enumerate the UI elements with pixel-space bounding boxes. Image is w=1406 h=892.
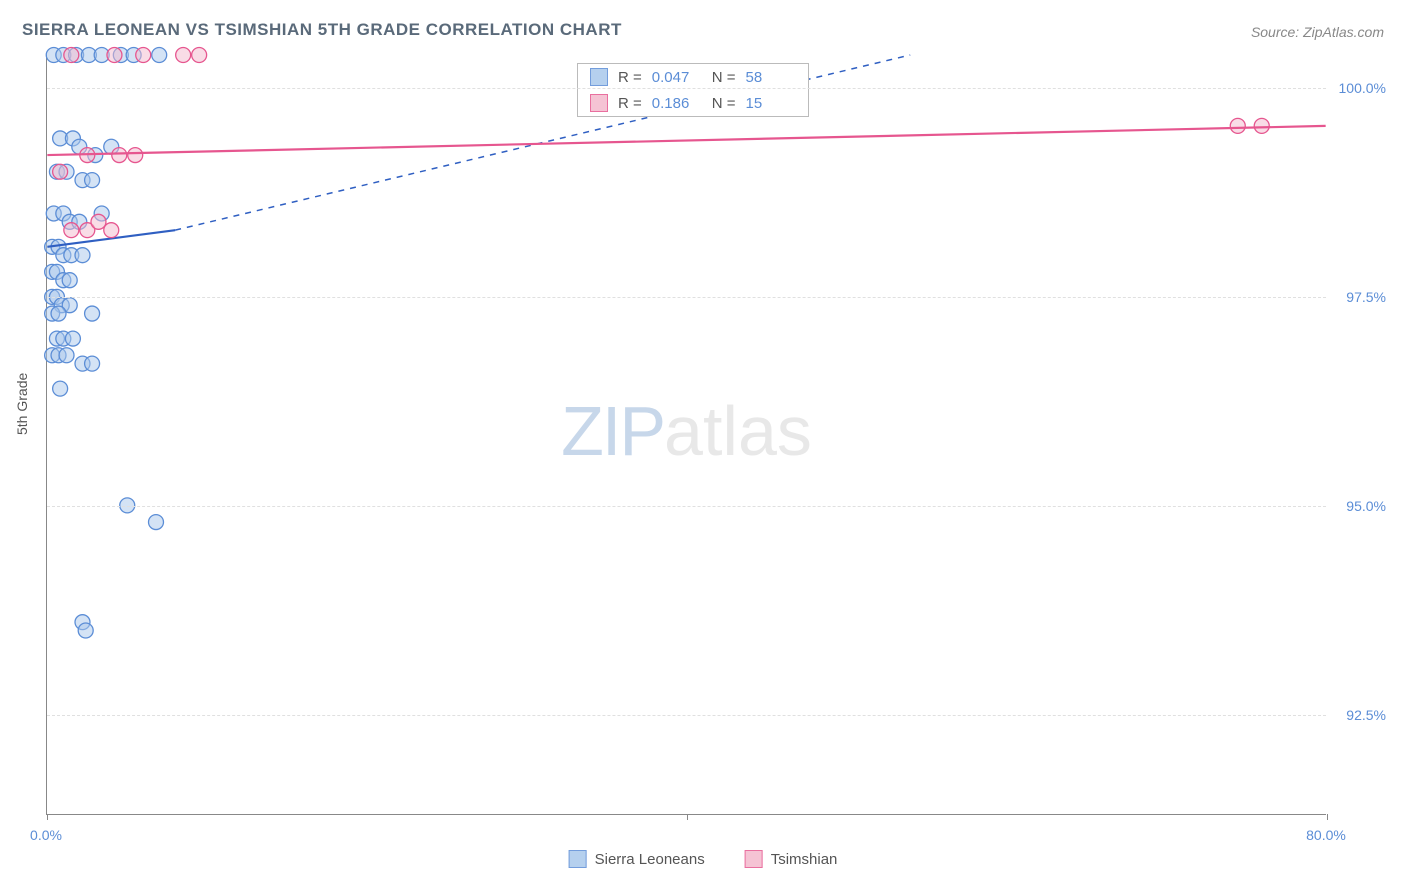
corr-r-val-1: 0.047 bbox=[652, 69, 702, 86]
corr-swatch-1 bbox=[590, 68, 608, 86]
corr-n-val-2: 15 bbox=[746, 95, 796, 112]
y-tick-label: 100.0% bbox=[1339, 80, 1386, 96]
scatter-point bbox=[59, 348, 74, 363]
x-tick-label: 80.0% bbox=[1306, 827, 1346, 843]
scatter-point bbox=[64, 223, 79, 238]
scatter-point bbox=[51, 306, 66, 321]
scatter-point bbox=[85, 356, 100, 371]
scatter-point bbox=[152, 48, 167, 63]
corr-n-label-2: N = bbox=[712, 95, 736, 112]
grid-line bbox=[47, 506, 1326, 507]
x-tick-label: 0.0% bbox=[30, 827, 62, 843]
scatter-point bbox=[65, 331, 80, 346]
correlation-legend: R = 0.047 N = 58 R = 0.186 N = 15 bbox=[577, 63, 809, 117]
y-axis-label: 5th Grade bbox=[14, 373, 30, 435]
scatter-svg bbox=[47, 55, 1326, 814]
grid-line bbox=[47, 297, 1326, 298]
legend-swatch-2 bbox=[745, 850, 763, 868]
corr-n-val-1: 58 bbox=[746, 69, 796, 86]
source-label: Source: ZipAtlas.com bbox=[1251, 24, 1384, 40]
scatter-point bbox=[53, 381, 68, 396]
x-tick bbox=[687, 814, 688, 820]
scatter-point bbox=[107, 48, 122, 63]
grid-line bbox=[47, 88, 1326, 89]
scatter-point bbox=[62, 273, 77, 288]
scatter-point bbox=[104, 223, 119, 238]
chart-title: SIERRA LEONEAN VS TSIMSHIAN 5TH GRADE CO… bbox=[22, 20, 622, 40]
scatter-point bbox=[1254, 118, 1269, 133]
legend-item-2: Tsimshian bbox=[745, 850, 838, 868]
scatter-point bbox=[78, 623, 93, 638]
legend-item-1: Sierra Leoneans bbox=[569, 850, 705, 868]
scatter-point bbox=[128, 148, 143, 163]
scatter-point bbox=[91, 214, 106, 229]
scatter-point bbox=[75, 248, 90, 263]
corr-r-val-2: 0.186 bbox=[652, 95, 702, 112]
scatter-point bbox=[176, 48, 191, 63]
legend-bottom: Sierra Leoneans Tsimshian bbox=[569, 850, 838, 868]
scatter-point bbox=[112, 148, 127, 163]
corr-n-label-1: N = bbox=[712, 69, 736, 86]
corr-r-label-2: R = bbox=[618, 95, 642, 112]
scatter-point bbox=[53, 164, 68, 179]
corr-row-1: R = 0.047 N = 58 bbox=[578, 64, 808, 90]
chart-plot-area: ZIPatlas R = 0.047 N = 58 R = 0.186 N = … bbox=[46, 55, 1326, 815]
trend-line bbox=[47, 126, 1325, 155]
legend-label-2: Tsimshian bbox=[771, 851, 838, 868]
x-tick bbox=[47, 814, 48, 820]
scatter-point bbox=[1230, 118, 1245, 133]
grid-line bbox=[47, 715, 1326, 716]
scatter-point bbox=[149, 515, 164, 530]
scatter-point bbox=[192, 48, 207, 63]
y-tick-label: 97.5% bbox=[1346, 289, 1386, 305]
scatter-point bbox=[85, 306, 100, 321]
corr-r-label-1: R = bbox=[618, 69, 642, 86]
corr-row-2: R = 0.186 N = 15 bbox=[578, 90, 808, 116]
scatter-point bbox=[85, 173, 100, 188]
y-tick-label: 92.5% bbox=[1346, 707, 1386, 723]
y-tick-label: 95.0% bbox=[1346, 498, 1386, 514]
corr-swatch-2 bbox=[590, 94, 608, 112]
legend-swatch-1 bbox=[569, 850, 587, 868]
legend-label-1: Sierra Leoneans bbox=[595, 851, 705, 868]
scatter-point bbox=[136, 48, 151, 63]
x-tick bbox=[1327, 814, 1328, 820]
scatter-point bbox=[64, 48, 79, 63]
